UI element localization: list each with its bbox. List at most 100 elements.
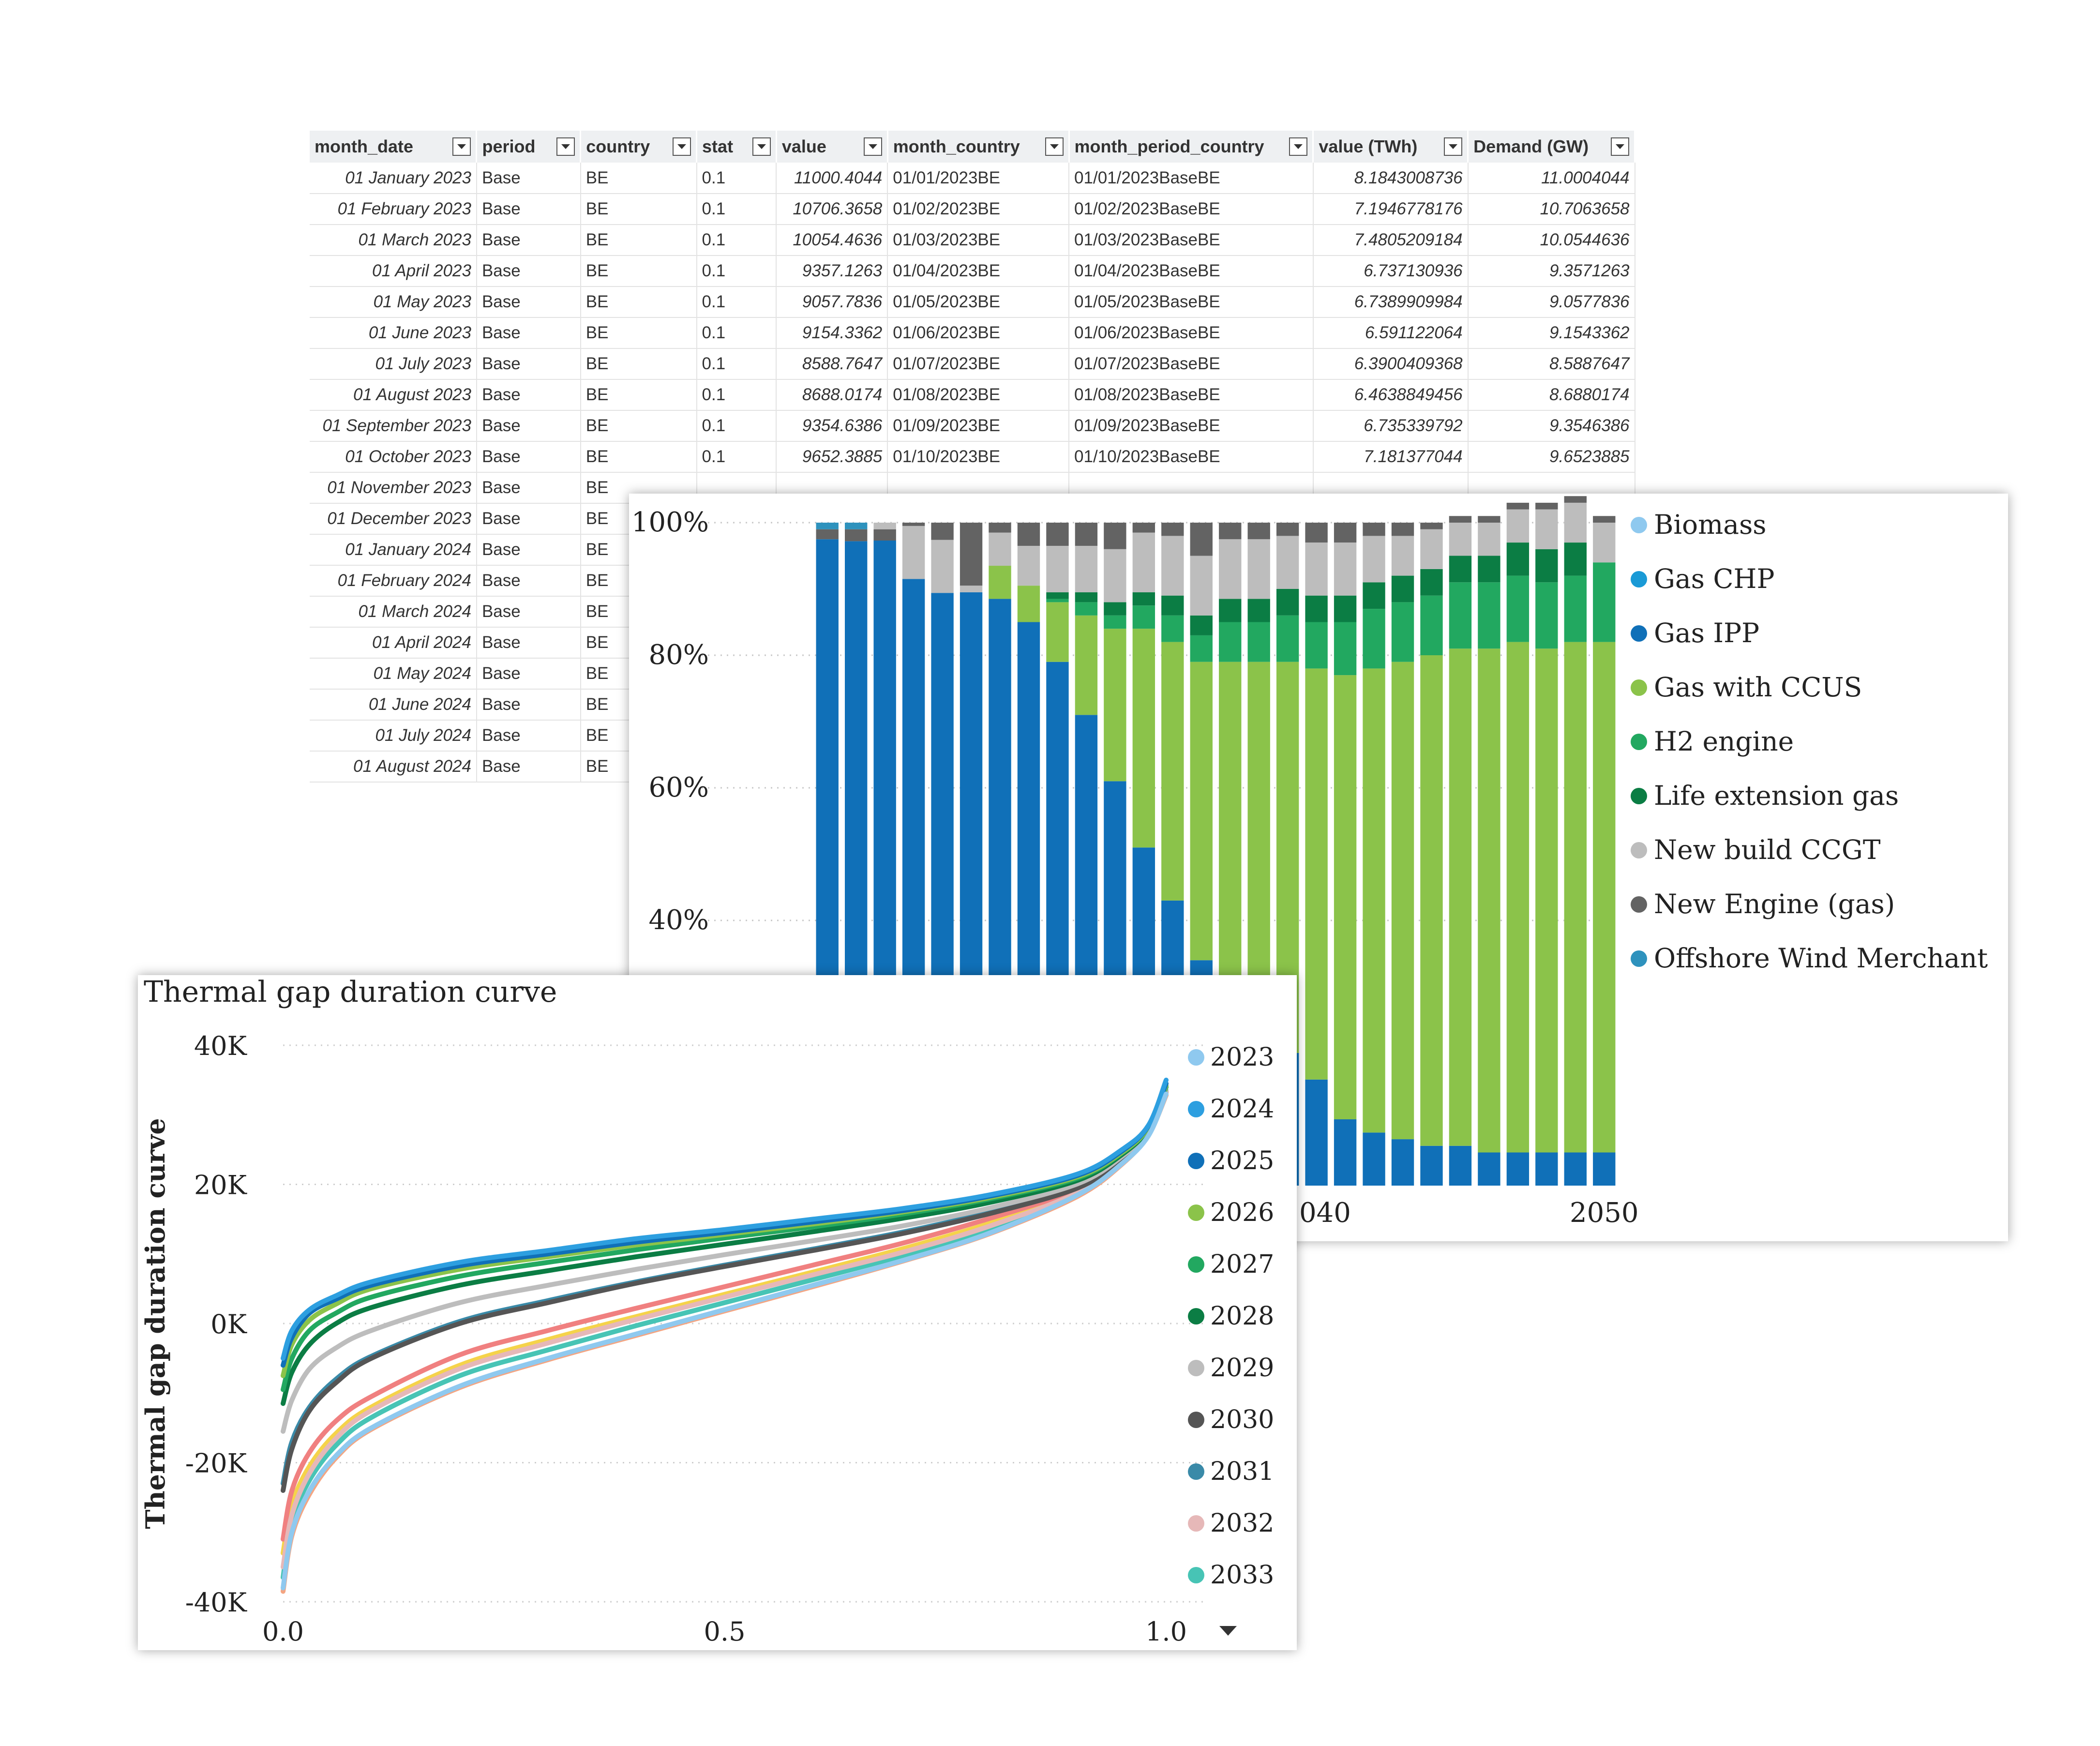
bar-segment[interactable]	[1334, 1119, 1357, 1186]
bar-segment[interactable]	[1391, 536, 1414, 576]
legend-item[interactable]: 2032	[1188, 1509, 1274, 1538]
bar-segment[interactable]	[1564, 542, 1587, 576]
bar-segment[interactable]	[1046, 599, 1069, 602]
bar-segment[interactable]	[1363, 609, 1385, 669]
legend-item[interactable]: 2026	[1188, 1198, 1274, 1227]
bar-segment[interactable]	[1564, 1152, 1587, 1186]
bar-segment[interactable]	[989, 523, 1011, 533]
bar-segment[interactable]	[1535, 648, 1558, 1153]
bar-segment[interactable]	[931, 523, 954, 540]
bar-segment[interactable]	[1075, 523, 1098, 546]
bar-segment[interactable]	[1190, 556, 1213, 616]
bar-segment[interactable]	[1334, 622, 1357, 676]
bar-segment[interactable]	[1564, 642, 1587, 1153]
legend-item[interactable]: 2025	[1188, 1146, 1274, 1175]
filter-dropdown-icon[interactable]	[752, 137, 771, 156]
column-header-month-date[interactable]: month_date	[310, 131, 478, 163]
series-line[interactable]	[281, 1077, 1169, 1361]
bar-segment[interactable]	[1190, 662, 1213, 961]
legend-item[interactable]: 2029	[1188, 1354, 1274, 1383]
filter-dropdown-icon[interactable]	[1444, 137, 1463, 156]
bar-segment[interactable]	[1363, 668, 1385, 1133]
bar-segment[interactable]	[1593, 523, 1616, 563]
legend-item[interactable]: New Engine (gas)	[1631, 888, 1895, 922]
bar-segment[interactable]	[1449, 1145, 1472, 1186]
bar-segment[interactable]	[873, 529, 896, 541]
bar-segment[interactable]	[1104, 602, 1126, 616]
bar-segment[interactable]	[873, 523, 896, 529]
bar-segment[interactable]	[1219, 622, 1242, 662]
bar-segment[interactable]	[1276, 536, 1299, 589]
bar-segment[interactable]	[902, 523, 925, 526]
bar-segment[interactable]	[960, 523, 983, 586]
bar-segment[interactable]	[1449, 556, 1472, 583]
series-line[interactable]	[281, 1088, 1169, 1434]
column-header-period[interactable]: period	[476, 131, 582, 163]
bar-segment[interactable]	[1132, 523, 1155, 533]
bar-segment[interactable]	[1305, 523, 1328, 543]
legend-item[interactable]: Life extension gas	[1631, 780, 1899, 814]
filter-dropdown-icon[interactable]	[1289, 137, 1308, 156]
series-line[interactable]	[281, 1093, 1169, 1594]
bar-segment[interactable]	[1363, 536, 1385, 583]
legend-item[interactable]: 2028	[1188, 1302, 1274, 1331]
column-header-value[interactable]: value	[776, 131, 888, 163]
bar-segment[interactable]	[1391, 662, 1414, 1140]
bar-segment[interactable]	[1334, 523, 1357, 543]
bar-segment[interactable]	[816, 529, 839, 540]
bar-segment[interactable]	[1363, 1132, 1385, 1186]
bar-segment[interactable]	[1391, 602, 1414, 662]
bar-segment[interactable]	[1478, 516, 1500, 523]
bar-segment[interactable]	[1305, 542, 1328, 596]
filter-dropdown-icon[interactable]	[1611, 137, 1629, 156]
filter-dropdown-icon[interactable]	[863, 137, 882, 156]
column-header-demand-gw-[interactable]: Demand (GW)	[1468, 131, 1635, 163]
legend-scroll-down-icon[interactable]	[1219, 1626, 1237, 1636]
bar-segment[interactable]	[1247, 622, 1270, 662]
bar-segment[interactable]	[1161, 615, 1184, 642]
bar-segment[interactable]	[1190, 523, 1213, 556]
bar-segment[interactable]	[1391, 523, 1414, 536]
legend-item[interactable]: 2030	[1188, 1405, 1274, 1434]
bar-segment[interactable]	[1535, 582, 1558, 649]
bar-segment[interactable]	[1104, 523, 1126, 549]
legend-item[interactable]: 2024	[1188, 1095, 1274, 1124]
bar-segment[interactable]	[1564, 575, 1587, 642]
bar-segment[interactable]	[1161, 523, 1184, 536]
bar-segment[interactable]	[1046, 523, 1069, 546]
bar-segment[interactable]	[1046, 592, 1069, 599]
bar-segment[interactable]	[1132, 605, 1155, 629]
bar-segment[interactable]	[1276, 589, 1299, 616]
bar-segment[interactable]	[1506, 575, 1530, 642]
bar-segment[interactable]	[1190, 635, 1213, 662]
bar-segment[interactable]	[1449, 516, 1472, 523]
bar-segment[interactable]	[1593, 562, 1616, 642]
bar-segment[interactable]	[1334, 542, 1357, 596]
bar-segment[interactable]	[1104, 629, 1126, 782]
bar-segment[interactable]	[1190, 615, 1213, 635]
bar-segment[interactable]	[1276, 615, 1299, 662]
bar-segment[interactable]	[1593, 1152, 1616, 1186]
series-line[interactable]	[281, 1091, 1169, 1591]
bar-segment[interactable]	[1161, 536, 1184, 596]
bar-segment[interactable]	[1017, 545, 1040, 586]
bar-segment[interactable]	[1363, 582, 1385, 609]
bar-segment[interactable]	[1075, 545, 1098, 592]
bar-segment[interactable]	[1075, 592, 1098, 602]
bar-segment[interactable]	[1132, 532, 1155, 592]
bar-segment[interactable]	[1449, 523, 1472, 556]
column-header-month-period-country[interactable]: month_period_country	[1069, 131, 1314, 163]
bar-segment[interactable]	[1161, 642, 1184, 901]
bar-segment[interactable]	[1017, 586, 1040, 622]
bar-segment[interactable]	[1506, 1152, 1530, 1186]
legend-item[interactable]: 2033	[1188, 1561, 1274, 1590]
bar-segment[interactable]	[1593, 642, 1616, 1153]
legend-item[interactable]: Gas CHP	[1631, 563, 1775, 597]
bar-segment[interactable]	[1075, 615, 1098, 715]
bar-segment[interactable]	[1132, 592, 1155, 606]
bar-segment[interactable]	[1535, 549, 1558, 583]
bar-segment[interactable]	[902, 526, 925, 579]
bar-segment[interactable]	[1017, 523, 1040, 546]
column-header-month-country[interactable]: month_country	[887, 131, 1070, 163]
bar-segment[interactable]	[1104, 549, 1126, 602]
